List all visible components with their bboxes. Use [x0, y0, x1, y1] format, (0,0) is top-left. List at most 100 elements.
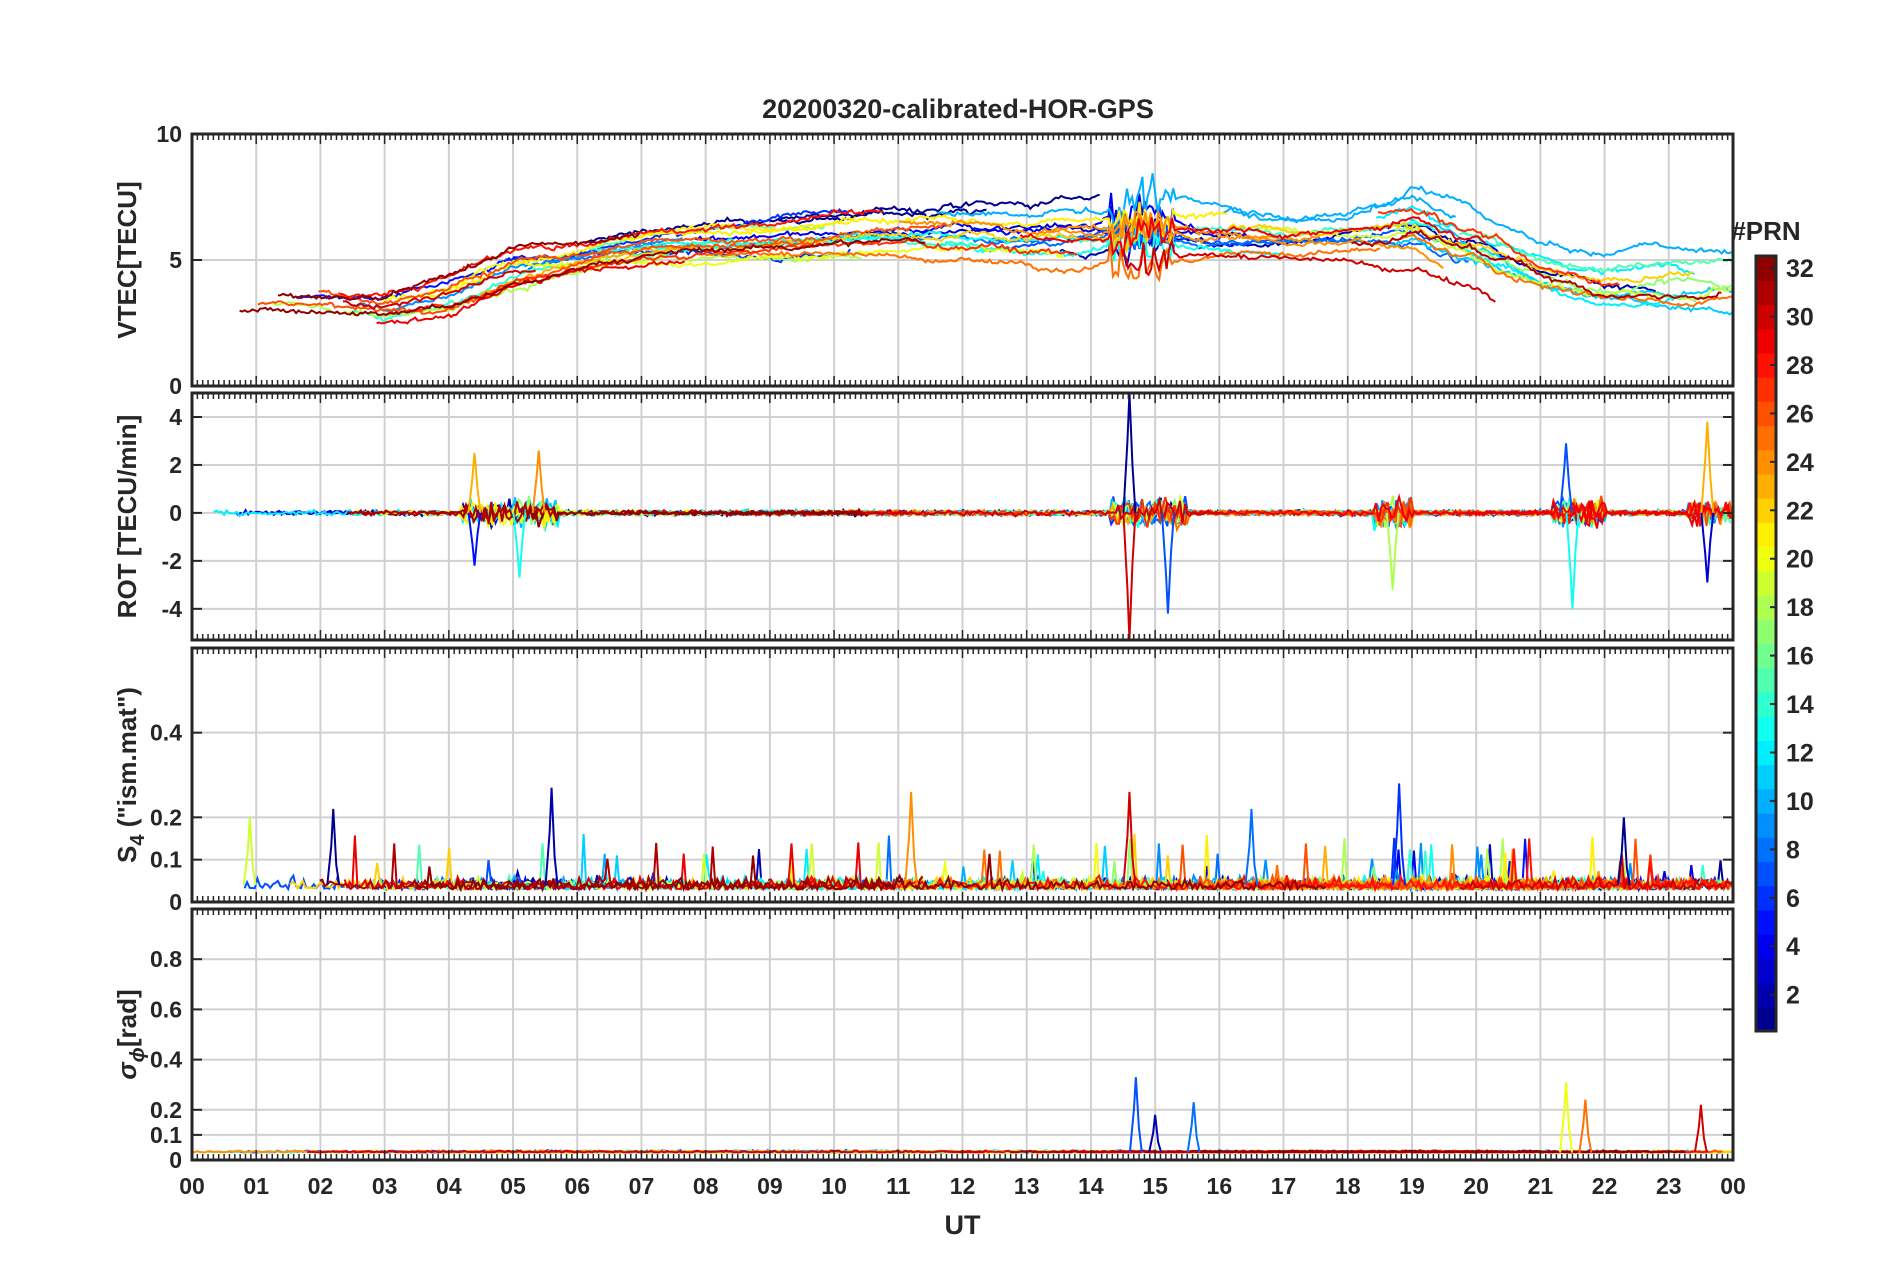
x-tick-label: 14: [1078, 1173, 1104, 1199]
x-tick-label: 13: [1014, 1173, 1040, 1199]
colorbar-swatch-prn-11: [1756, 764, 1776, 790]
colorbar-tick-label: 6: [1786, 885, 1800, 913]
series-line-prn-25: [1400, 233, 1733, 307]
x-tick-label: 04: [436, 1173, 462, 1199]
peak-mark: [1186, 1102, 1201, 1153]
colorbar-swatch-prn-2: [1756, 982, 1776, 1008]
x-tick-label: 22: [1592, 1173, 1618, 1199]
x-tick-label: 21: [1528, 1173, 1554, 1199]
colorbar-tick-label: 32: [1786, 255, 1814, 283]
colorbar-swatch-prn-14: [1756, 691, 1776, 717]
colorbar-tick-label: 12: [1786, 739, 1814, 767]
colorbar-swatch-prn-13: [1756, 716, 1776, 741]
series-line-prn-30: [1459, 854, 1733, 893]
y-axis-label-main: σ: [112, 1061, 142, 1080]
grid-lines: [192, 909, 1733, 1160]
colorbar-swatch-prn-20: [1756, 546, 1776, 572]
series-line-prn-29: [1019, 216, 1486, 257]
x-tick-label: 06: [564, 1173, 590, 1199]
series-line-prn-27: [385, 238, 1078, 316]
x-tick-label: 10: [821, 1173, 847, 1199]
series-line-prn-30: [1124, 237, 1496, 303]
series-group: [242, 783, 1733, 894]
colorbar-tick-label: 10: [1786, 788, 1814, 816]
colorbar-tick-label: 24: [1786, 449, 1814, 477]
series-group: [239, 173, 1733, 325]
peak-mark: [1148, 1114, 1163, 1153]
y-axis-label-suffix: ("ism.mat"): [112, 687, 142, 834]
y-tick-label: 0.1: [150, 1122, 182, 1148]
colorbar-tick-label: 28: [1786, 352, 1814, 380]
y-tick-label: 0.8: [150, 946, 182, 972]
x-tick-label: 19: [1399, 1173, 1425, 1199]
series-line-prn-28: [1220, 838, 1733, 893]
y-axis-label-suffix: [rad]: [112, 989, 142, 1047]
peak-mark: [531, 450, 546, 514]
y-tick-label: 0.4: [150, 720, 182, 746]
series-line-prn-26: [318, 235, 823, 306]
x-tick-label: 01: [243, 1173, 269, 1199]
colorbar-swatch-prn-23: [1756, 473, 1776, 499]
y-axis-label-sub: ϕ: [127, 1047, 149, 1062]
x-tick-label: 09: [757, 1173, 783, 1199]
colorbar-swatch-prn-4: [1756, 934, 1776, 959]
tick-marks: [191, 648, 1734, 902]
y-axis-label: σϕ[rad]: [112, 989, 149, 1079]
panel-vtec: 0 5 10 VTEC[TECU]: [112, 121, 1735, 399]
series-group: [213, 393, 1733, 640]
y-tick-label: 0.6: [150, 996, 182, 1022]
peak-mark: [1616, 817, 1631, 886]
peak-mark: [1565, 512, 1580, 609]
x-tick-label: 12: [950, 1173, 976, 1199]
y-tick-label: 0.4: [150, 1047, 182, 1073]
colorbar-swatch-prn-21: [1756, 522, 1776, 548]
panel-rot: -4 -2 0 2 4 ROT [TECU/min]: [112, 391, 1735, 642]
y-tick-label: 0: [169, 1147, 182, 1173]
colorbar-swatch-prn-19: [1756, 570, 1776, 596]
peak-mark: [1122, 512, 1137, 640]
colorbar-swatch-prn-12: [1756, 740, 1776, 766]
y-axis-label: ROT [TECU/min]: [112, 415, 142, 619]
y-tick-label: 0.2: [150, 1097, 182, 1123]
y-tick-label: 0.2: [150, 804, 182, 830]
series-line-prn-12: [1375, 204, 1696, 276]
series-line-prn-30: [342, 269, 536, 311]
colorbar-swatch-prn-8: [1756, 837, 1776, 863]
series-line-prn-31: [1351, 228, 1722, 301]
y-tick-label: 2: [169, 452, 182, 478]
x-axis-label: UT: [945, 1210, 981, 1240]
peak-mark: [326, 808, 341, 886]
colorbar-title: #PRN: [1731, 216, 1800, 246]
tick-marks: [191, 134, 1734, 386]
x-tick-label: 23: [1656, 1173, 1682, 1199]
x-tick-label: 17: [1271, 1173, 1297, 1199]
colorbar-tick-label: 18: [1786, 594, 1814, 622]
colorbar-swatch-prn-32: [1756, 256, 1776, 281]
series-group: [192, 1077, 1733, 1154]
colorbar-tick-label: 2: [1786, 982, 1800, 1010]
peak-mark: [467, 452, 482, 514]
colorbar-tick-label: 14: [1786, 691, 1814, 719]
series-line-prn-13: [589, 230, 1120, 262]
y-tick-label: 10: [156, 121, 182, 147]
chart-title: 20200320-calibrated-HOR-GPS: [762, 94, 1154, 124]
peak-mark: [1385, 512, 1400, 590]
y-axis-label-sub: 4: [127, 834, 149, 846]
y-axis-label: S4 ("ism.mat"): [112, 687, 149, 863]
peak-mark: [1693, 1104, 1708, 1153]
series-line-prn-1: [583, 193, 1100, 244]
colorbar-tick-label: 26: [1786, 400, 1814, 428]
y-tick-label: 0: [169, 889, 182, 915]
series-line-prn-11: [1407, 217, 1733, 316]
colorbar-swatch-prn-3: [1756, 958, 1776, 984]
colorbar-tick-label: 8: [1786, 836, 1800, 864]
peak-mark: [467, 512, 482, 566]
colorbar-swatch-prn-29: [1756, 328, 1776, 354]
peak-mark: [904, 791, 919, 886]
colorbar-swatch-prn-7: [1756, 861, 1776, 887]
y-tick-label: 0: [169, 500, 182, 526]
colorbar-tick-label: 30: [1786, 304, 1814, 332]
panel-sigma-phi: 00.10.20.40.60.8σϕ[rad]: [112, 907, 1735, 1173]
colorbar-tick-label: 16: [1786, 643, 1814, 671]
